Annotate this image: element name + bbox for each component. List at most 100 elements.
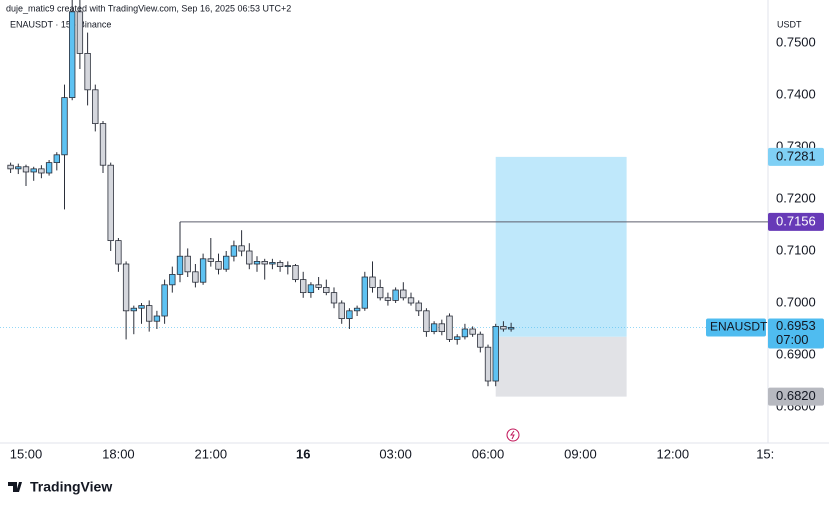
caption: duje_matic9 created with TradingView.com… <box>6 3 291 13</box>
target-tag-bg <box>768 147 824 166</box>
candle-body <box>507 327 515 330</box>
candle-body <box>276 262 284 268</box>
candle-body <box>76 11 84 54</box>
candle-body <box>323 287 330 294</box>
x-tick-label: 03:00 <box>379 446 412 461</box>
x-tick-label: 21:00 <box>195 446 228 461</box>
y-tick-label: 0.7100 <box>776 242 816 257</box>
candle-body <box>130 307 137 312</box>
x-tick-label: 15: <box>756 446 774 461</box>
y-tick-label: 0.7400 <box>776 86 816 101</box>
y-unit: USDT <box>777 19 802 29</box>
candle-body <box>338 302 345 320</box>
candle-body <box>215 261 222 270</box>
watermark: TradingView <box>30 479 112 495</box>
candle-body <box>38 168 45 174</box>
candle-body <box>7 164 14 170</box>
x-tick-label: 09:00 <box>564 446 597 461</box>
x-tick-label: 12:00 <box>657 446 690 461</box>
candle-body <box>469 328 476 335</box>
candle-body <box>361 276 368 309</box>
candle-body <box>353 307 361 312</box>
candle-body <box>207 258 214 262</box>
candle-body <box>284 265 291 268</box>
last-price-countdown: 07:00 <box>776 332 809 347</box>
candle-body <box>407 297 415 304</box>
candle-body <box>138 305 145 309</box>
candle-body <box>107 164 114 242</box>
stop-tag: 0.6820 <box>776 388 816 403</box>
candle-body <box>246 250 253 265</box>
candle-body <box>430 323 438 333</box>
candle-body <box>492 326 499 382</box>
candle-body <box>15 166 22 170</box>
candle-body <box>199 258 207 283</box>
candle-body <box>223 255 230 270</box>
last-price-bg <box>768 318 824 349</box>
candle-body <box>253 261 261 265</box>
candle-body <box>261 261 268 265</box>
candle-body <box>454 336 461 340</box>
symbol-tag-bg <box>706 318 766 337</box>
symbol-tag: ENAUSDT <box>710 320 768 334</box>
candle-body <box>446 315 453 340</box>
candle-body <box>153 315 161 322</box>
candle-body <box>61 97 68 156</box>
candle-body <box>438 323 445 333</box>
candle-body <box>238 245 245 252</box>
candle-body <box>384 297 392 301</box>
x-tick-label: 15:00 <box>10 446 43 461</box>
candle-body <box>392 289 399 301</box>
y-tick-label: 0.7000 <box>776 294 816 309</box>
level-tag: 0.7156 <box>776 213 816 228</box>
candle-body <box>230 245 238 257</box>
candle-body <box>169 274 176 286</box>
candle-body <box>346 310 353 320</box>
candle-body <box>45 162 53 174</box>
candle-body <box>122 263 130 312</box>
candle-body <box>30 168 37 173</box>
candle-body <box>461 328 469 338</box>
last-price-value: 0.6953 <box>776 318 816 333</box>
x-tick-label: 06:00 <box>472 446 505 461</box>
candle-body <box>92 89 99 125</box>
target-zone <box>495 156 627 337</box>
y-tick-label: 0.6900 <box>776 346 816 361</box>
x-tick-label: 18:00 <box>102 446 135 461</box>
y-tick-label: 0.7500 <box>776 34 816 49</box>
stop-tag-bg <box>768 387 824 406</box>
candle-body <box>400 289 407 299</box>
candle-body <box>176 255 184 275</box>
candle-body <box>500 326 507 330</box>
candle-body <box>161 284 168 317</box>
candle-body <box>307 284 315 294</box>
candle-body <box>22 166 30 173</box>
replay-icon[interactable] <box>506 428 520 442</box>
x-tick-label: 16 <box>296 446 310 461</box>
candle-body <box>192 271 199 283</box>
plot-area <box>0 0 768 397</box>
candle-body <box>69 11 76 99</box>
candle-body <box>99 123 107 166</box>
chart-title: ENAUSDT · 15 · Binance <box>10 19 111 29</box>
candle-body <box>377 287 384 299</box>
stop-zone <box>495 336 627 397</box>
candle-body <box>330 292 338 304</box>
candle-body <box>84 53 91 91</box>
candle-body <box>53 154 60 164</box>
candle-body <box>315 284 322 288</box>
candle-body <box>292 265 299 281</box>
logo <box>8 482 22 492</box>
candle-body <box>477 333 484 348</box>
candle-body <box>415 302 422 312</box>
candle-body <box>369 276 376 288</box>
candle-body <box>115 240 122 265</box>
candle-body <box>300 279 307 294</box>
candle-body <box>423 310 430 333</box>
level-tag-bg <box>768 212 824 231</box>
y-tick-label: 0.7200 <box>776 190 816 205</box>
candle-body <box>184 255 191 273</box>
candle-body <box>146 305 153 322</box>
candle-body <box>484 346 492 382</box>
